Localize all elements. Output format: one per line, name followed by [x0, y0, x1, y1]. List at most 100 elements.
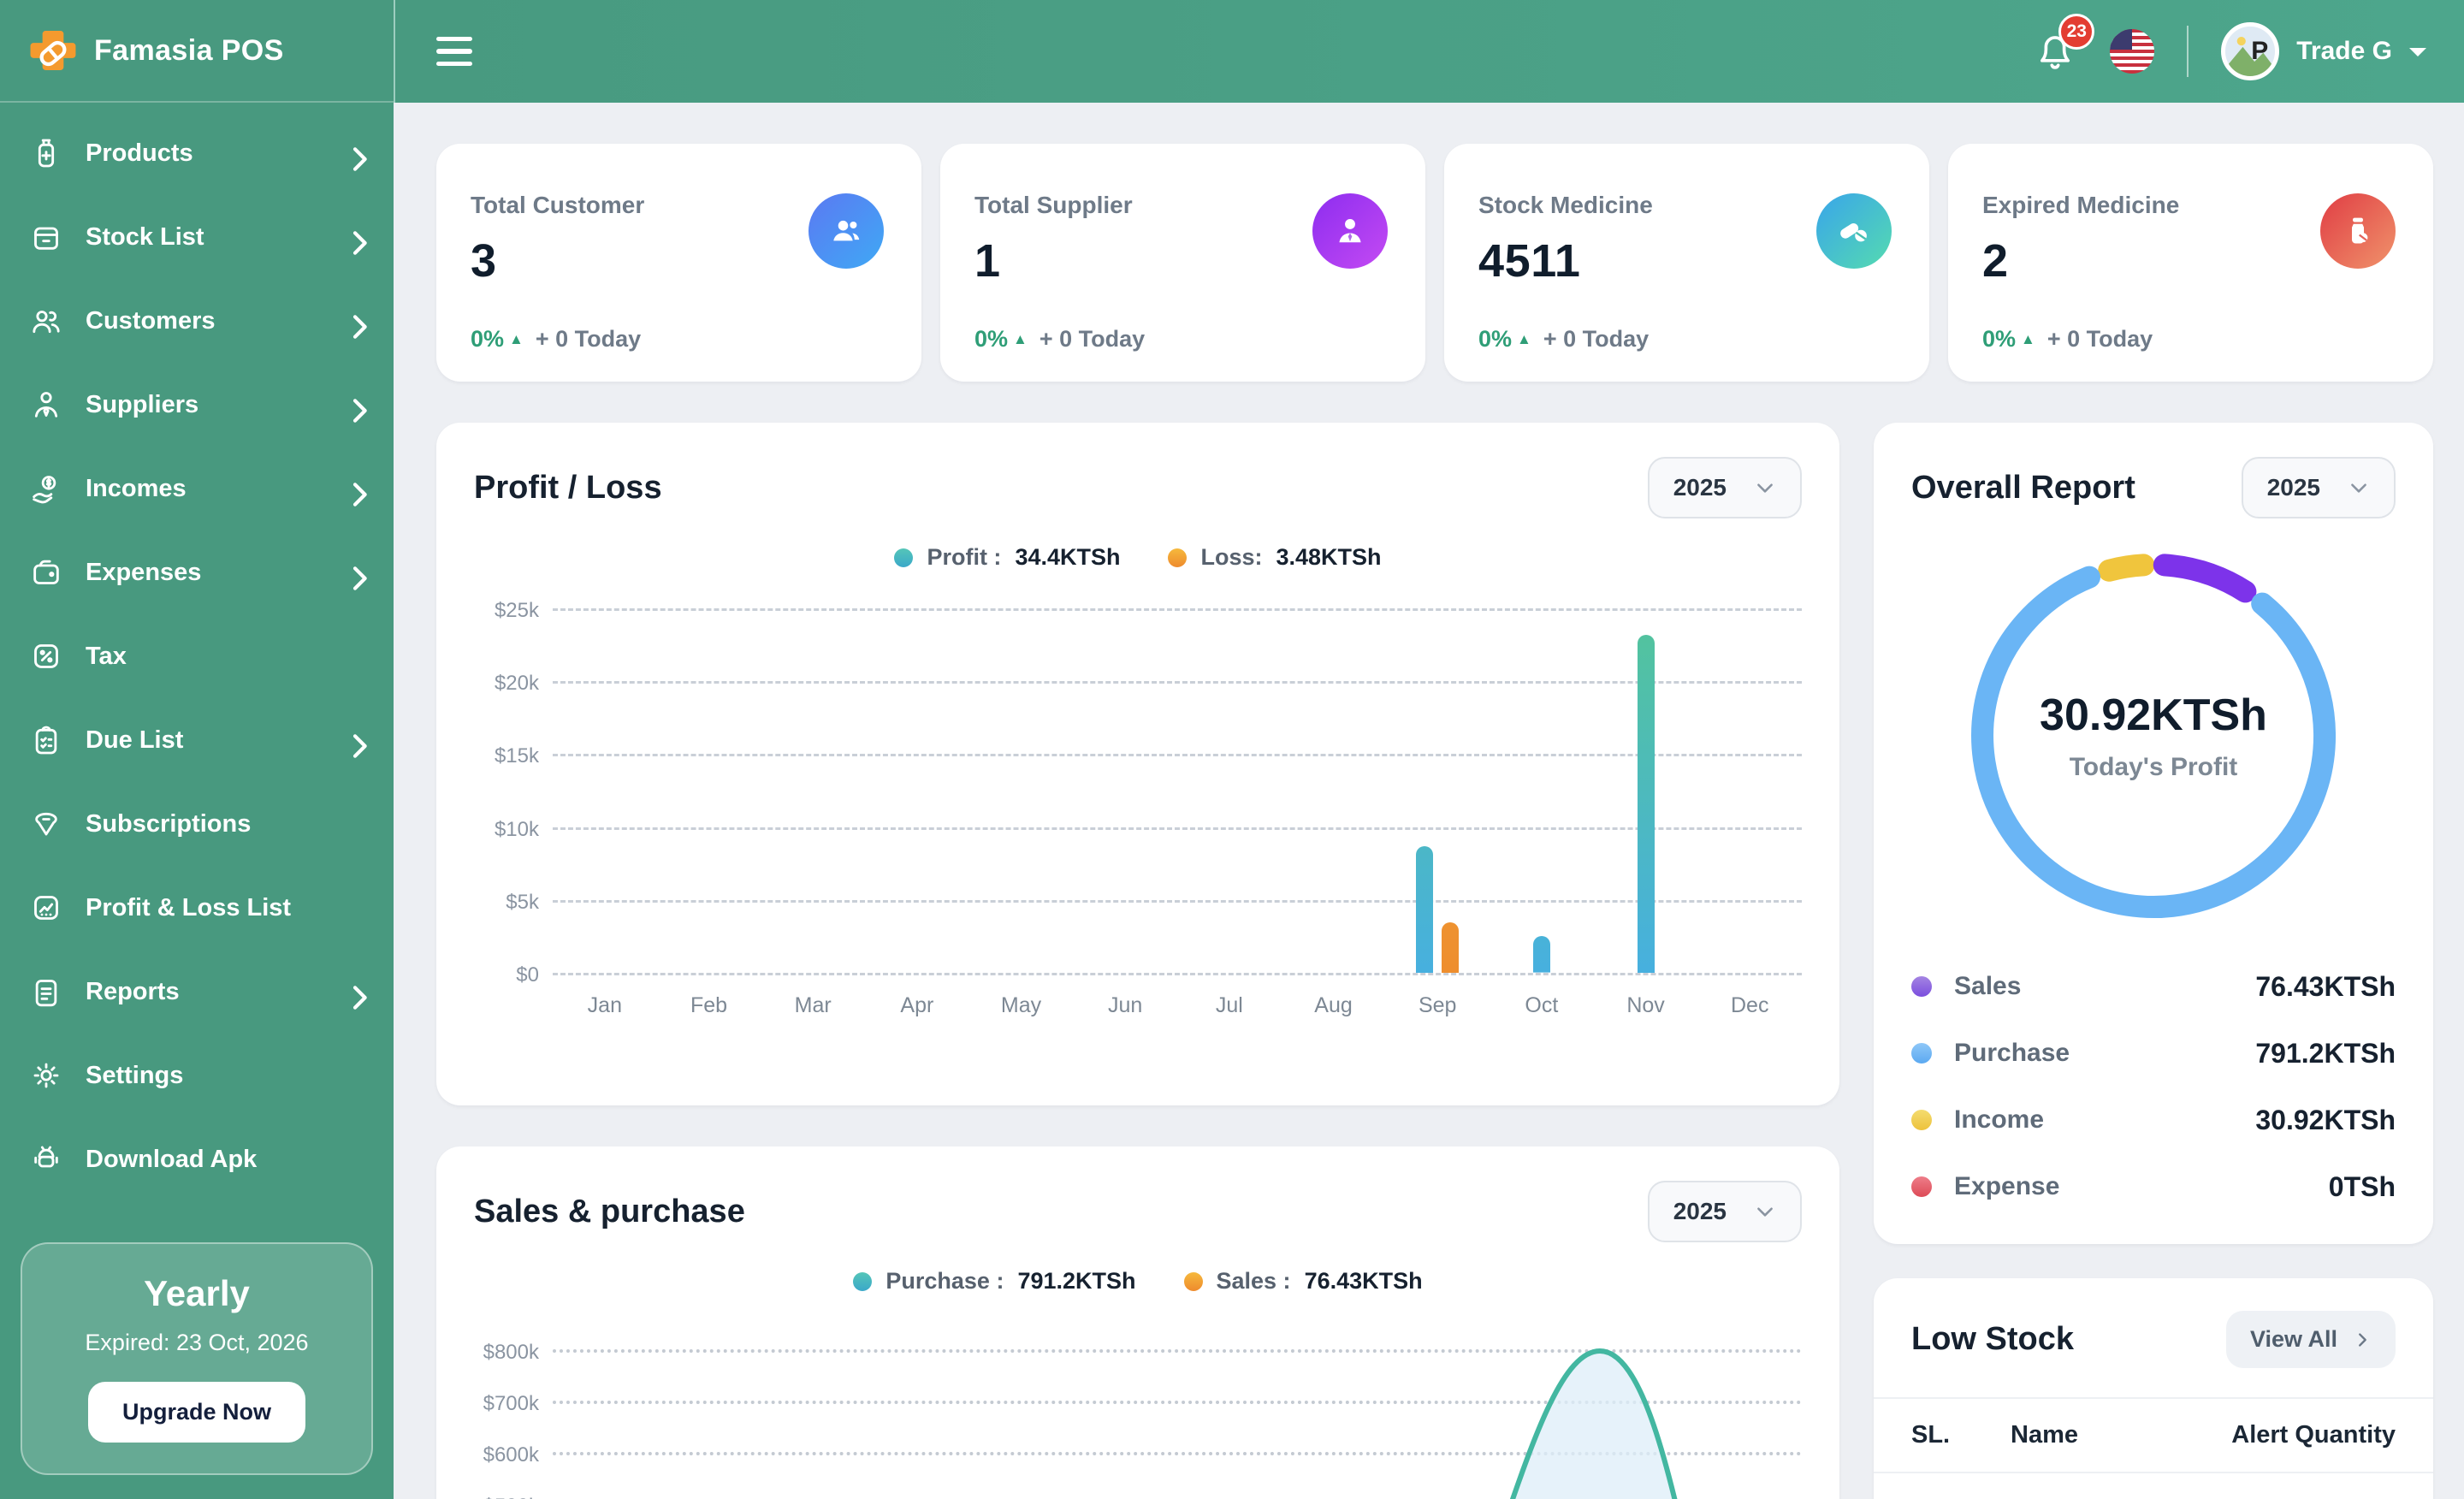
purchase-area-curve [1509, 1348, 1678, 1499]
x-tick-label: May [1000, 993, 1042, 1017]
sidebar-item-stock-list[interactable]: Stock List [0, 195, 394, 279]
stat-change-percent: 0% [974, 326, 1009, 352]
sidebar-item-label: Expenses [86, 558, 202, 586]
sidebar-item-label: Download Apk [86, 1145, 258, 1173]
sidebar-item-due-list[interactable]: Due List [0, 698, 394, 782]
upgrade-button[interactable]: Upgrade Now [87, 1382, 305, 1443]
x-tick-label: Jul [1215, 993, 1243, 1017]
stat-expired-icon [2320, 193, 2396, 269]
legend-item: Profit : 34.4KTSh [894, 544, 1120, 571]
y-tick-label: $800k [483, 1341, 539, 1364]
avatar: P [2221, 22, 2280, 80]
trend-up-icon: ▲ [1517, 330, 1531, 347]
chevron-down-icon [1757, 1207, 1773, 1217]
legend-label: Expense [1954, 1172, 2060, 1200]
x-tick-label: Apr [900, 993, 934, 1017]
stat-change-percent: 0% [1982, 326, 2017, 352]
trend-up-icon: ▲ [509, 330, 524, 347]
stat-supplier-icon [1312, 193, 1388, 269]
user-menu[interactable]: P Trade G [2221, 22, 2426, 80]
main-content: Total Customer 3 0% ▲ + 0 Today Total Supplie… [394, 103, 2464, 1499]
gridline: $20k [495, 672, 1802, 695]
legend-item: Sales : 76.43KTSh [1183, 1268, 1423, 1295]
y-tick-label: $25k [494, 599, 539, 622]
language-flag-us-icon[interactable] [2110, 29, 2155, 74]
chevron-right-icon [342, 981, 367, 1010]
gridline: $5k [506, 891, 1802, 914]
legend-value: 76.43KTSh [1304, 1268, 1423, 1294]
due-list-icon [29, 723, 63, 757]
legend-value: 34.4KTSh [1015, 544, 1121, 570]
chevron-right-icon [342, 142, 367, 171]
todays-profit-label: Today's Profit [2069, 753, 2238, 781]
bell-icon [2040, 36, 2070, 69]
sidebar-item-label: Reports [86, 977, 180, 1005]
x-tick-label: Jun [1108, 993, 1143, 1017]
legend-item: Purchase : 791.2KTSh [853, 1268, 1136, 1295]
legend-label: Purchase [1954, 1039, 2070, 1067]
sidebar-item-download-apk[interactable]: Download Apk [0, 1117, 394, 1201]
legend-value: 791.2KTSh [2255, 1037, 2396, 1069]
sidebar-item-expenses[interactable]: Expenses [0, 530, 394, 614]
stat-card-stock-medicine: Stock Medicine 4511 0% ▲ + 0 Today [1444, 144, 1929, 382]
plan-name: Yearly [144, 1273, 250, 1313]
header-divider [2187, 26, 2189, 77]
profit-loss-card: Profit / Loss 2025 Profit : 34.4KTSh Loss:… [436, 423, 1839, 1105]
trend-up-icon: ▲ [1013, 330, 1028, 347]
month-slot [1282, 608, 1386, 973]
month-slot [1177, 608, 1282, 973]
profit-loss-year-select[interactable]: 2025 [1647, 457, 1802, 518]
chevron-right-icon [342, 477, 367, 507]
overall-report-year-select[interactable]: 2025 [2241, 457, 2396, 518]
sidebar-item-subscriptions[interactable]: Subscriptions [0, 782, 394, 866]
sidebar-item-products[interactable]: Products [0, 111, 394, 195]
hamburger-menu-icon[interactable] [433, 30, 476, 73]
x-tick-label: Nov [1626, 993, 1665, 1017]
stat-label: Stock Medicine [1478, 192, 1653, 218]
notifications-button[interactable]: 23 [2033, 14, 2095, 74]
y-tick-label: $10k [494, 817, 539, 841]
stat-change-today: + 0 Today [535, 326, 642, 352]
view-all-button[interactable]: View All [2225, 1311, 2396, 1368]
y-tick-label: $700k [483, 1392, 539, 1415]
sidebar-item-customers[interactable]: Customers [0, 279, 394, 363]
sales-purchase-year-select[interactable]: 2025 [1647, 1181, 1802, 1242]
legend-dot [894, 548, 914, 567]
report-legend-row-income: Income 30.92KTSh [1911, 1087, 2396, 1153]
sidebar-item-suppliers[interactable]: Suppliers [0, 363, 394, 447]
chevron-down-icon [2351, 483, 2366, 493]
customers-icon [29, 304, 63, 338]
sidebar-item-tax[interactable]: Tax [0, 614, 394, 698]
settings-icon [29, 1058, 63, 1093]
stat-change: 0% ▲ + 0 Today [1478, 326, 1649, 353]
brand-name: Famasia POS [94, 33, 284, 67]
overall-report-legend: Sales 76.43KTSh Purchase 791.2KTSh Income 30.… [1911, 953, 2396, 1220]
gridline: $700k [483, 1392, 1802, 1415]
gridline: $25k [495, 599, 1802, 622]
legend-dot [1911, 1176, 1932, 1197]
stat-change: 0% ▲ + 0 Today [471, 326, 641, 353]
sidebar-item-label: Tax [86, 642, 127, 670]
chevron-right-icon [342, 394, 367, 423]
sidebar-item-reports[interactable]: Reports [0, 950, 394, 1034]
stat-stock-icon [1816, 193, 1892, 269]
overall-report-title: Overall Report [1911, 469, 2135, 506]
stat-change: 0% ▲ + 0 Today [974, 326, 1145, 353]
sidebar-item-incomes[interactable]: Incomes [0, 447, 394, 530]
stat-card-expired-medicine: Expired Medicine 2 0% ▲ + 0 Today [1948, 144, 2433, 382]
products-icon [29, 136, 63, 170]
sidebar-item-settings[interactable]: Settings [0, 1034, 394, 1117]
sidebar-item-label: Settings [86, 1061, 184, 1089]
sales-purchase-title: Sales & purchase [474, 1193, 745, 1229]
download-apk-icon [29, 1142, 63, 1176]
profit-loss-title: Profit / Loss [474, 469, 662, 506]
month-slot [553, 608, 657, 973]
legend-dot [853, 1271, 873, 1291]
column-header: Name [2011, 1421, 2078, 1449]
stat-change-today: + 0 Today [1039, 326, 1146, 352]
legend-label: Sales [1954, 972, 2022, 1000]
chevron-right-icon [342, 561, 367, 590]
legend-dot [1168, 548, 1188, 567]
sidebar-item-profit-loss-list[interactable]: Profit & Loss List [0, 866, 394, 950]
overall-report-card: Overall Report 2025 30.92KTSh Today's Pr… [1874, 423, 2433, 1244]
